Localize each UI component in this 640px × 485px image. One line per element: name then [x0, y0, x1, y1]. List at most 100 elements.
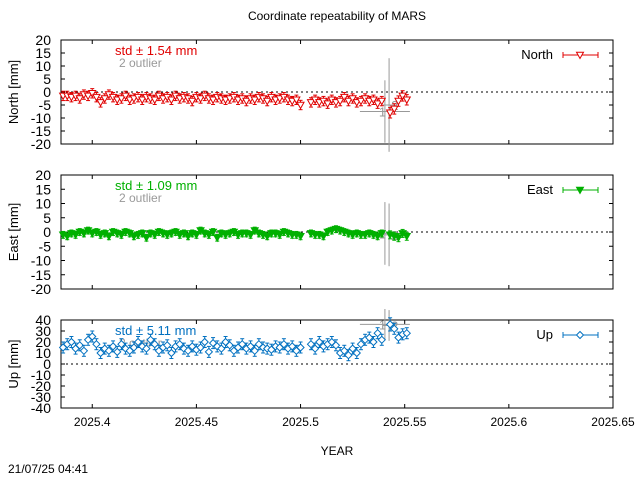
y-tick-label: 20	[35, 334, 51, 350]
x-tick-label: 2025.55	[383, 415, 427, 429]
data-point	[137, 96, 147, 105]
data-point	[331, 341, 341, 350]
data-point	[306, 99, 316, 107]
data-point	[62, 232, 72, 241]
data-point	[369, 337, 378, 347]
data-point	[183, 232, 193, 241]
data-point	[402, 328, 411, 338]
data-point	[150, 339, 159, 349]
y-tick-label: 5	[43, 71, 51, 87]
data-point	[196, 95, 205, 104]
legend: North	[521, 47, 599, 62]
data-point	[339, 93, 349, 102]
legend-marker	[575, 330, 585, 340]
data-point	[250, 96, 260, 105]
data-point	[385, 109, 395, 118]
y-tick-label: -10	[31, 253, 51, 269]
data-point	[323, 100, 332, 109]
data-point	[296, 232, 305, 241]
data-point	[377, 230, 387, 238]
data-point	[221, 231, 230, 240]
y-tick-label: -20	[31, 378, 51, 394]
data-point	[398, 92, 407, 101]
data-point	[327, 227, 337, 236]
legend-label: East	[527, 182, 553, 197]
y-tick-label: -5	[39, 97, 52, 113]
x-tick-label: 2025.6	[490, 415, 527, 429]
data-point	[373, 232, 382, 241]
data-point	[373, 328, 382, 338]
legend-marker	[575, 51, 585, 60]
y-tick-label: 5	[43, 210, 51, 226]
data-point	[394, 97, 403, 106]
y-tick-label: 10	[35, 345, 51, 361]
y-tick-label: 0	[43, 84, 51, 100]
y-tick-label: 10	[35, 196, 51, 212]
data-point	[104, 346, 114, 356]
outlier-mark: 1	[379, 105, 386, 120]
data-point	[79, 230, 89, 238]
y-tick-label: 40	[35, 312, 51, 328]
x-tick-label: 2025.4	[74, 415, 111, 429]
data-point	[137, 230, 147, 238]
data-point	[104, 232, 114, 241]
data-point	[87, 230, 97, 238]
data-point	[75, 95, 85, 104]
data-point	[373, 100, 382, 109]
data-point	[377, 97, 387, 106]
data-point	[204, 231, 214, 240]
data-point	[200, 337, 209, 347]
data-point	[352, 348, 361, 358]
y-tick-label: -10	[31, 367, 51, 383]
data-point	[142, 234, 151, 243]
data-point	[369, 96, 378, 105]
legend-label: North	[521, 47, 553, 62]
data-point	[344, 97, 353, 106]
data-point	[183, 346, 193, 356]
data-point	[208, 228, 218, 237]
data-point	[348, 231, 357, 240]
data-point	[402, 232, 412, 241]
data-point	[150, 231, 160, 240]
y-tick-label: 20	[35, 32, 51, 48]
y-axis-label: North [mm]	[6, 60, 21, 124]
legend-marker	[575, 186, 585, 195]
y-tick-label: 0	[43, 356, 51, 372]
x-axis-label: YEAR	[321, 444, 354, 458]
y-tick-label: 10	[35, 58, 51, 74]
data-point	[100, 95, 110, 104]
data-point	[162, 231, 172, 240]
data-point	[83, 92, 93, 101]
data-point	[192, 231, 201, 240]
data-point	[113, 347, 122, 357]
data-point	[71, 231, 80, 240]
y-tick-label: -10	[31, 110, 51, 126]
data-point	[175, 231, 185, 240]
y-axis-label: East [mm]	[6, 203, 21, 262]
data-point	[275, 231, 285, 240]
data-point	[129, 343, 139, 352]
y-tick-label: 0	[43, 224, 51, 240]
data-point	[67, 337, 76, 347]
data-point	[208, 96, 218, 105]
data-point	[87, 90, 97, 98]
data-point	[167, 230, 176, 238]
data-point	[167, 96, 176, 105]
data-point	[92, 339, 101, 349]
legend: East	[527, 182, 599, 197]
data-point	[92, 93, 101, 102]
data-point	[296, 101, 305, 110]
data-point	[88, 332, 97, 341]
y-tick-label: -40	[31, 400, 51, 416]
data-point	[394, 234, 403, 243]
y-tick-label: -15	[31, 267, 51, 283]
y-tick-label: -30	[31, 389, 51, 405]
data-point	[150, 96, 160, 105]
data-point	[225, 341, 234, 350]
outlier-mark: 1	[379, 317, 386, 332]
data-point	[212, 234, 222, 243]
data-point	[96, 231, 105, 240]
